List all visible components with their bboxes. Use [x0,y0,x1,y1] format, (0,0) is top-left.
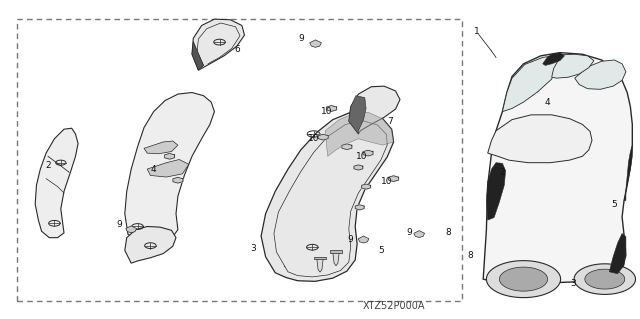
Polygon shape [499,267,548,291]
Text: 4: 4 [151,165,156,174]
Polygon shape [125,93,214,240]
Polygon shape [355,205,364,210]
Polygon shape [125,226,176,263]
Polygon shape [354,165,363,170]
Polygon shape [318,134,328,140]
Text: 4: 4 [545,98,550,107]
Text: 3: 3 [570,279,575,288]
Polygon shape [144,141,178,154]
Polygon shape [349,86,400,134]
Text: 10: 10 [308,134,319,143]
Text: 9: 9 [117,220,122,229]
Polygon shape [575,60,626,89]
Text: 6: 6 [234,45,239,54]
Polygon shape [543,53,564,65]
Polygon shape [317,258,323,272]
Polygon shape [414,231,424,238]
Bar [314,257,326,259]
Text: 8: 8 [445,228,451,237]
Text: 2: 2 [500,168,505,177]
Text: 9: 9 [298,34,303,43]
Text: 8: 8 [468,251,473,260]
Text: 3: 3 [250,244,255,253]
Text: 1: 1 [474,27,479,36]
Polygon shape [609,234,626,274]
Text: XTZ52P000A: XTZ52P000A [362,301,425,311]
Bar [330,250,342,253]
Polygon shape [552,54,594,78]
Polygon shape [35,128,78,238]
Polygon shape [325,112,394,156]
Polygon shape [502,55,560,112]
Polygon shape [362,184,371,189]
Bar [17,19,462,301]
Polygon shape [192,41,204,70]
Polygon shape [585,269,625,289]
Polygon shape [164,153,175,159]
Polygon shape [486,163,506,220]
Polygon shape [488,115,592,163]
Polygon shape [349,96,366,134]
Text: 10: 10 [381,177,393,186]
Text: 7: 7 [388,117,393,126]
Polygon shape [486,261,561,298]
Text: 5: 5 [612,200,617,209]
Polygon shape [310,40,321,47]
Polygon shape [574,264,636,294]
Polygon shape [261,112,394,281]
Text: 9: 9 [348,235,353,244]
Text: 5: 5 [378,246,383,255]
Polygon shape [483,53,632,283]
Polygon shape [363,150,373,156]
Polygon shape [326,106,337,111]
Text: 10: 10 [356,152,367,161]
Text: 10: 10 [321,107,332,116]
Polygon shape [126,226,136,233]
Text: 9: 9 [407,228,412,237]
Polygon shape [333,252,339,266]
Text: 2: 2 [46,161,51,170]
Polygon shape [173,177,183,183]
Polygon shape [192,19,244,70]
Polygon shape [342,144,352,150]
Polygon shape [388,176,399,182]
Polygon shape [147,160,189,177]
Polygon shape [358,236,369,243]
Polygon shape [624,145,632,201]
